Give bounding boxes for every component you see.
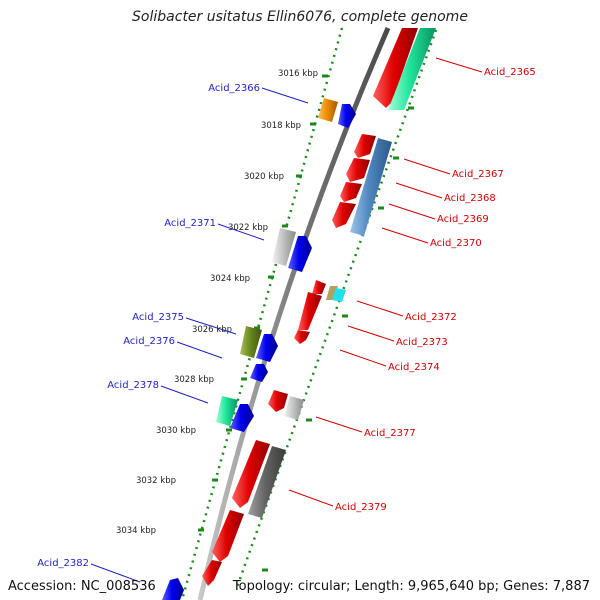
gene-acid-2367[interactable] (354, 134, 376, 158)
gene-label-acid-2371[interactable]: Acid_2371 (164, 218, 216, 229)
leader-line (90, 563, 141, 583)
accession-text: Accession: NC_008536 (8, 579, 156, 594)
gene-label-acid-2375[interactable]: Acid_2375 (132, 312, 184, 323)
gene-acid-2377-silver[interactable] (284, 396, 304, 420)
gene-acid-2373-cyan[interactable] (332, 288, 346, 302)
gene-acid-2382-blue[interactable] (162, 578, 184, 600)
tick-marks (198, 74, 328, 532)
gene-acid-2366-blue[interactable] (338, 104, 356, 128)
gene-acid-2376-blue-b[interactable] (250, 364, 268, 382)
gene-acid-2365-mint[interactable] (388, 28, 436, 110)
outer-dotted-ring (234, 29, 438, 591)
leader-line (356, 300, 404, 317)
tick-label: 3030 kbp (156, 426, 196, 436)
gene-acid-2379-red[interactable] (232, 440, 270, 508)
gene-features (202, 28, 436, 586)
tick-label: 3020 kbp (244, 172, 284, 182)
gene-label-acid-2370[interactable]: Acid_2370 (430, 238, 482, 249)
gene-acid-2379-dark[interactable] (248, 446, 286, 518)
gene-acid-2373-red[interactable] (298, 292, 322, 330)
gene-label-acid-2366[interactable]: Acid_2366 (208, 83, 260, 94)
leader-line (347, 325, 395, 342)
tick-label: 3024 kbp (210, 274, 250, 284)
gene-acid-2371-silver[interactable] (272, 228, 296, 266)
leader-line (435, 57, 483, 73)
gene-acid-2376-blue-a[interactable] (256, 334, 278, 362)
left-gene-labels: Acid_2366 Acid_2371 Acid_2375 Acid_2376 … (37, 83, 309, 583)
tick-label: 3022 kbp (228, 223, 268, 233)
outer-ticks (262, 106, 414, 572)
gene-acid-2377-red[interactable] (268, 390, 288, 412)
gene-label-acid-2382[interactable]: Acid_2382 (37, 558, 89, 569)
gene-acid-2369[interactable] (340, 182, 362, 202)
gene-red-lower-2[interactable] (202, 560, 222, 586)
tick-label: 3028 kbp (174, 375, 214, 385)
tick-label: 3034 kbp (116, 526, 156, 536)
gene-label-acid-2374[interactable]: Acid_2374 (388, 362, 440, 373)
gene-label-acid-2377[interactable]: Acid_2377 (364, 428, 416, 439)
gene-acid-2378-mint[interactable] (216, 396, 238, 426)
tick-label: 3016 kbp (278, 69, 318, 79)
gene-acid-2375[interactable] (240, 326, 262, 358)
gene-label-acid-2372[interactable]: Acid_2372 (405, 312, 457, 323)
gene-label-acid-2368[interactable]: Acid_2368 (444, 193, 496, 204)
topology-text: Topology: circular; Length: 9,965,640 bp… (232, 579, 590, 594)
leader-line (403, 158, 451, 175)
gene-label-acid-2376[interactable]: Acid_2376 (123, 336, 175, 347)
leader-line (388, 203, 436, 220)
leader-line (339, 349, 387, 367)
leader-line (176, 341, 223, 359)
gene-label-acid-2378[interactable]: Acid_2378 (107, 380, 159, 391)
gene-acid-2365-red[interactable] (373, 28, 418, 108)
leader-line (160, 385, 209, 404)
leader-line (261, 87, 309, 104)
leader-line (217, 223, 265, 241)
gene-label-acid-2367[interactable]: Acid_2367 (452, 169, 504, 180)
gene-acid-2370-steel[interactable] (350, 138, 392, 236)
tick-labels: 3016 kbp 3018 kbp 3020 kbp 3022 kbp 3024… (116, 69, 318, 536)
leader-line (395, 182, 443, 199)
leader-line (288, 489, 334, 507)
right-gene-labels: Acid_2365 Acid_2367 Acid_2368 Acid_2369 … (288, 57, 536, 513)
tick-label: 3026 kbp (192, 325, 232, 335)
gene-label-acid-2365[interactable]: Acid_2365 (484, 67, 536, 78)
gene-label-acid-2373[interactable]: Acid_2373 (396, 337, 448, 348)
gene-acid-2368[interactable] (346, 158, 370, 182)
gene-acid-2374[interactable] (294, 330, 310, 344)
genome-backbone (197, 27, 391, 600)
gene-label-acid-2369[interactable]: Acid_2369 (437, 214, 489, 225)
tick-label: 3032 kbp (136, 476, 176, 486)
leader-line (185, 317, 237, 335)
gene-acid-2370-red[interactable] (332, 202, 356, 228)
gene-acid-2366-orange[interactable] (318, 98, 338, 122)
map-title: Solibacter usitatus Ellin6076, complete … (132, 9, 468, 25)
gene-acid-2378-blue[interactable] (230, 404, 254, 432)
gene-red-lower-1[interactable] (212, 510, 244, 562)
leader-line (315, 416, 363, 433)
gene-acid-2372-red[interactable] (312, 280, 326, 294)
gene-label-acid-2379[interactable]: Acid_2379 (335, 502, 387, 513)
inner-gene-features (162, 98, 356, 600)
leader-line (381, 227, 429, 244)
gene-acid-2371-blue[interactable] (288, 236, 312, 272)
tick-label: 3018 kbp (261, 121, 301, 131)
